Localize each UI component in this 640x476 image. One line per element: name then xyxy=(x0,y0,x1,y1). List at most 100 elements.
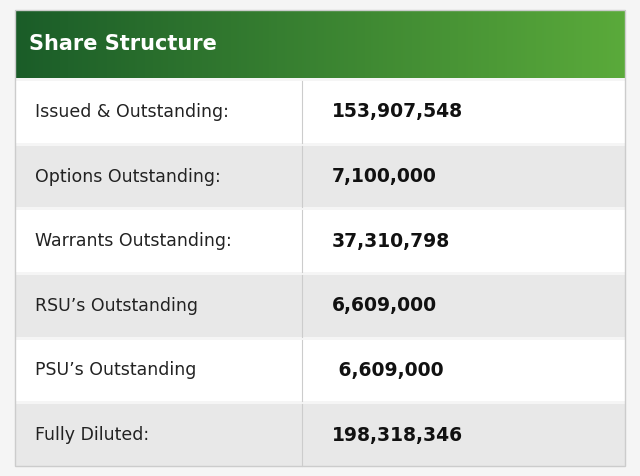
Bar xyxy=(285,10,288,78)
Bar xyxy=(104,10,107,78)
Bar xyxy=(387,10,390,78)
Bar xyxy=(84,10,86,78)
Bar xyxy=(292,10,294,78)
Bar xyxy=(517,10,520,78)
Bar xyxy=(450,10,452,78)
Bar xyxy=(76,10,79,78)
Bar xyxy=(426,10,428,78)
Bar xyxy=(66,10,68,78)
Bar xyxy=(405,10,408,78)
Bar xyxy=(391,10,394,78)
Bar xyxy=(102,10,105,78)
Bar xyxy=(355,10,357,78)
Bar xyxy=(192,10,195,78)
Bar xyxy=(403,10,406,78)
Bar xyxy=(531,10,534,78)
Bar xyxy=(298,10,300,78)
Bar xyxy=(284,10,286,78)
Bar xyxy=(19,10,22,78)
Bar xyxy=(151,10,154,78)
Bar xyxy=(35,10,38,78)
Bar xyxy=(159,10,162,78)
Bar xyxy=(64,10,67,78)
Bar xyxy=(617,10,620,78)
Bar xyxy=(25,10,28,78)
Bar xyxy=(168,10,170,78)
Text: 153,907,548: 153,907,548 xyxy=(332,102,463,121)
Bar xyxy=(21,10,24,78)
Bar xyxy=(541,10,544,78)
Bar xyxy=(316,10,319,78)
Bar xyxy=(507,10,509,78)
Bar xyxy=(580,10,583,78)
Bar xyxy=(322,10,324,78)
Bar xyxy=(92,10,95,78)
Bar xyxy=(428,10,430,78)
Bar xyxy=(432,10,435,78)
Text: 7,100,000: 7,100,000 xyxy=(332,167,436,186)
Bar xyxy=(153,10,156,78)
Bar xyxy=(172,10,174,78)
Bar xyxy=(543,10,546,78)
Bar xyxy=(275,10,278,78)
Bar xyxy=(259,10,262,78)
Bar xyxy=(422,10,424,78)
Bar xyxy=(100,10,103,78)
Bar xyxy=(456,10,459,78)
Bar xyxy=(62,10,64,78)
Text: RSU’s Outstanding: RSU’s Outstanding xyxy=(35,297,198,315)
Bar xyxy=(180,10,182,78)
Bar xyxy=(328,10,331,78)
Bar xyxy=(458,10,461,78)
Bar xyxy=(141,10,143,78)
Bar xyxy=(15,275,625,337)
Text: 6,609,000: 6,609,000 xyxy=(332,297,437,315)
Bar xyxy=(570,10,573,78)
Bar xyxy=(489,10,492,78)
Bar xyxy=(367,10,369,78)
Bar xyxy=(401,10,404,78)
Bar xyxy=(324,10,326,78)
Bar xyxy=(572,10,575,78)
Bar xyxy=(218,10,221,78)
Bar xyxy=(145,10,148,78)
Bar xyxy=(525,10,528,78)
Bar xyxy=(574,10,577,78)
Bar xyxy=(495,10,497,78)
Bar xyxy=(97,10,99,78)
Bar xyxy=(15,10,17,78)
Bar xyxy=(257,10,259,78)
Text: Fully Diluted:: Fully Diluted: xyxy=(35,426,149,444)
Bar xyxy=(190,10,193,78)
Bar xyxy=(501,10,504,78)
Bar xyxy=(166,10,168,78)
Bar xyxy=(588,10,591,78)
Bar xyxy=(511,10,514,78)
Text: Warrants Outstanding:: Warrants Outstanding: xyxy=(35,232,232,250)
Bar xyxy=(410,10,412,78)
Bar xyxy=(206,10,209,78)
Bar xyxy=(28,10,29,78)
Bar xyxy=(556,10,558,78)
Bar xyxy=(118,10,121,78)
Bar xyxy=(548,10,550,78)
Bar xyxy=(127,10,129,78)
Bar xyxy=(479,10,481,78)
Bar xyxy=(385,10,388,78)
Bar xyxy=(294,10,296,78)
Bar xyxy=(467,10,469,78)
Bar xyxy=(80,10,83,78)
Bar xyxy=(70,10,72,78)
Bar xyxy=(330,10,333,78)
Bar xyxy=(397,10,400,78)
Bar xyxy=(196,10,198,78)
Bar xyxy=(261,10,264,78)
Bar xyxy=(393,10,396,78)
Bar xyxy=(109,10,111,78)
Bar xyxy=(175,10,178,78)
Bar xyxy=(472,10,475,78)
Bar xyxy=(194,10,196,78)
Bar xyxy=(546,10,548,78)
Bar xyxy=(314,10,316,78)
Bar xyxy=(310,10,312,78)
